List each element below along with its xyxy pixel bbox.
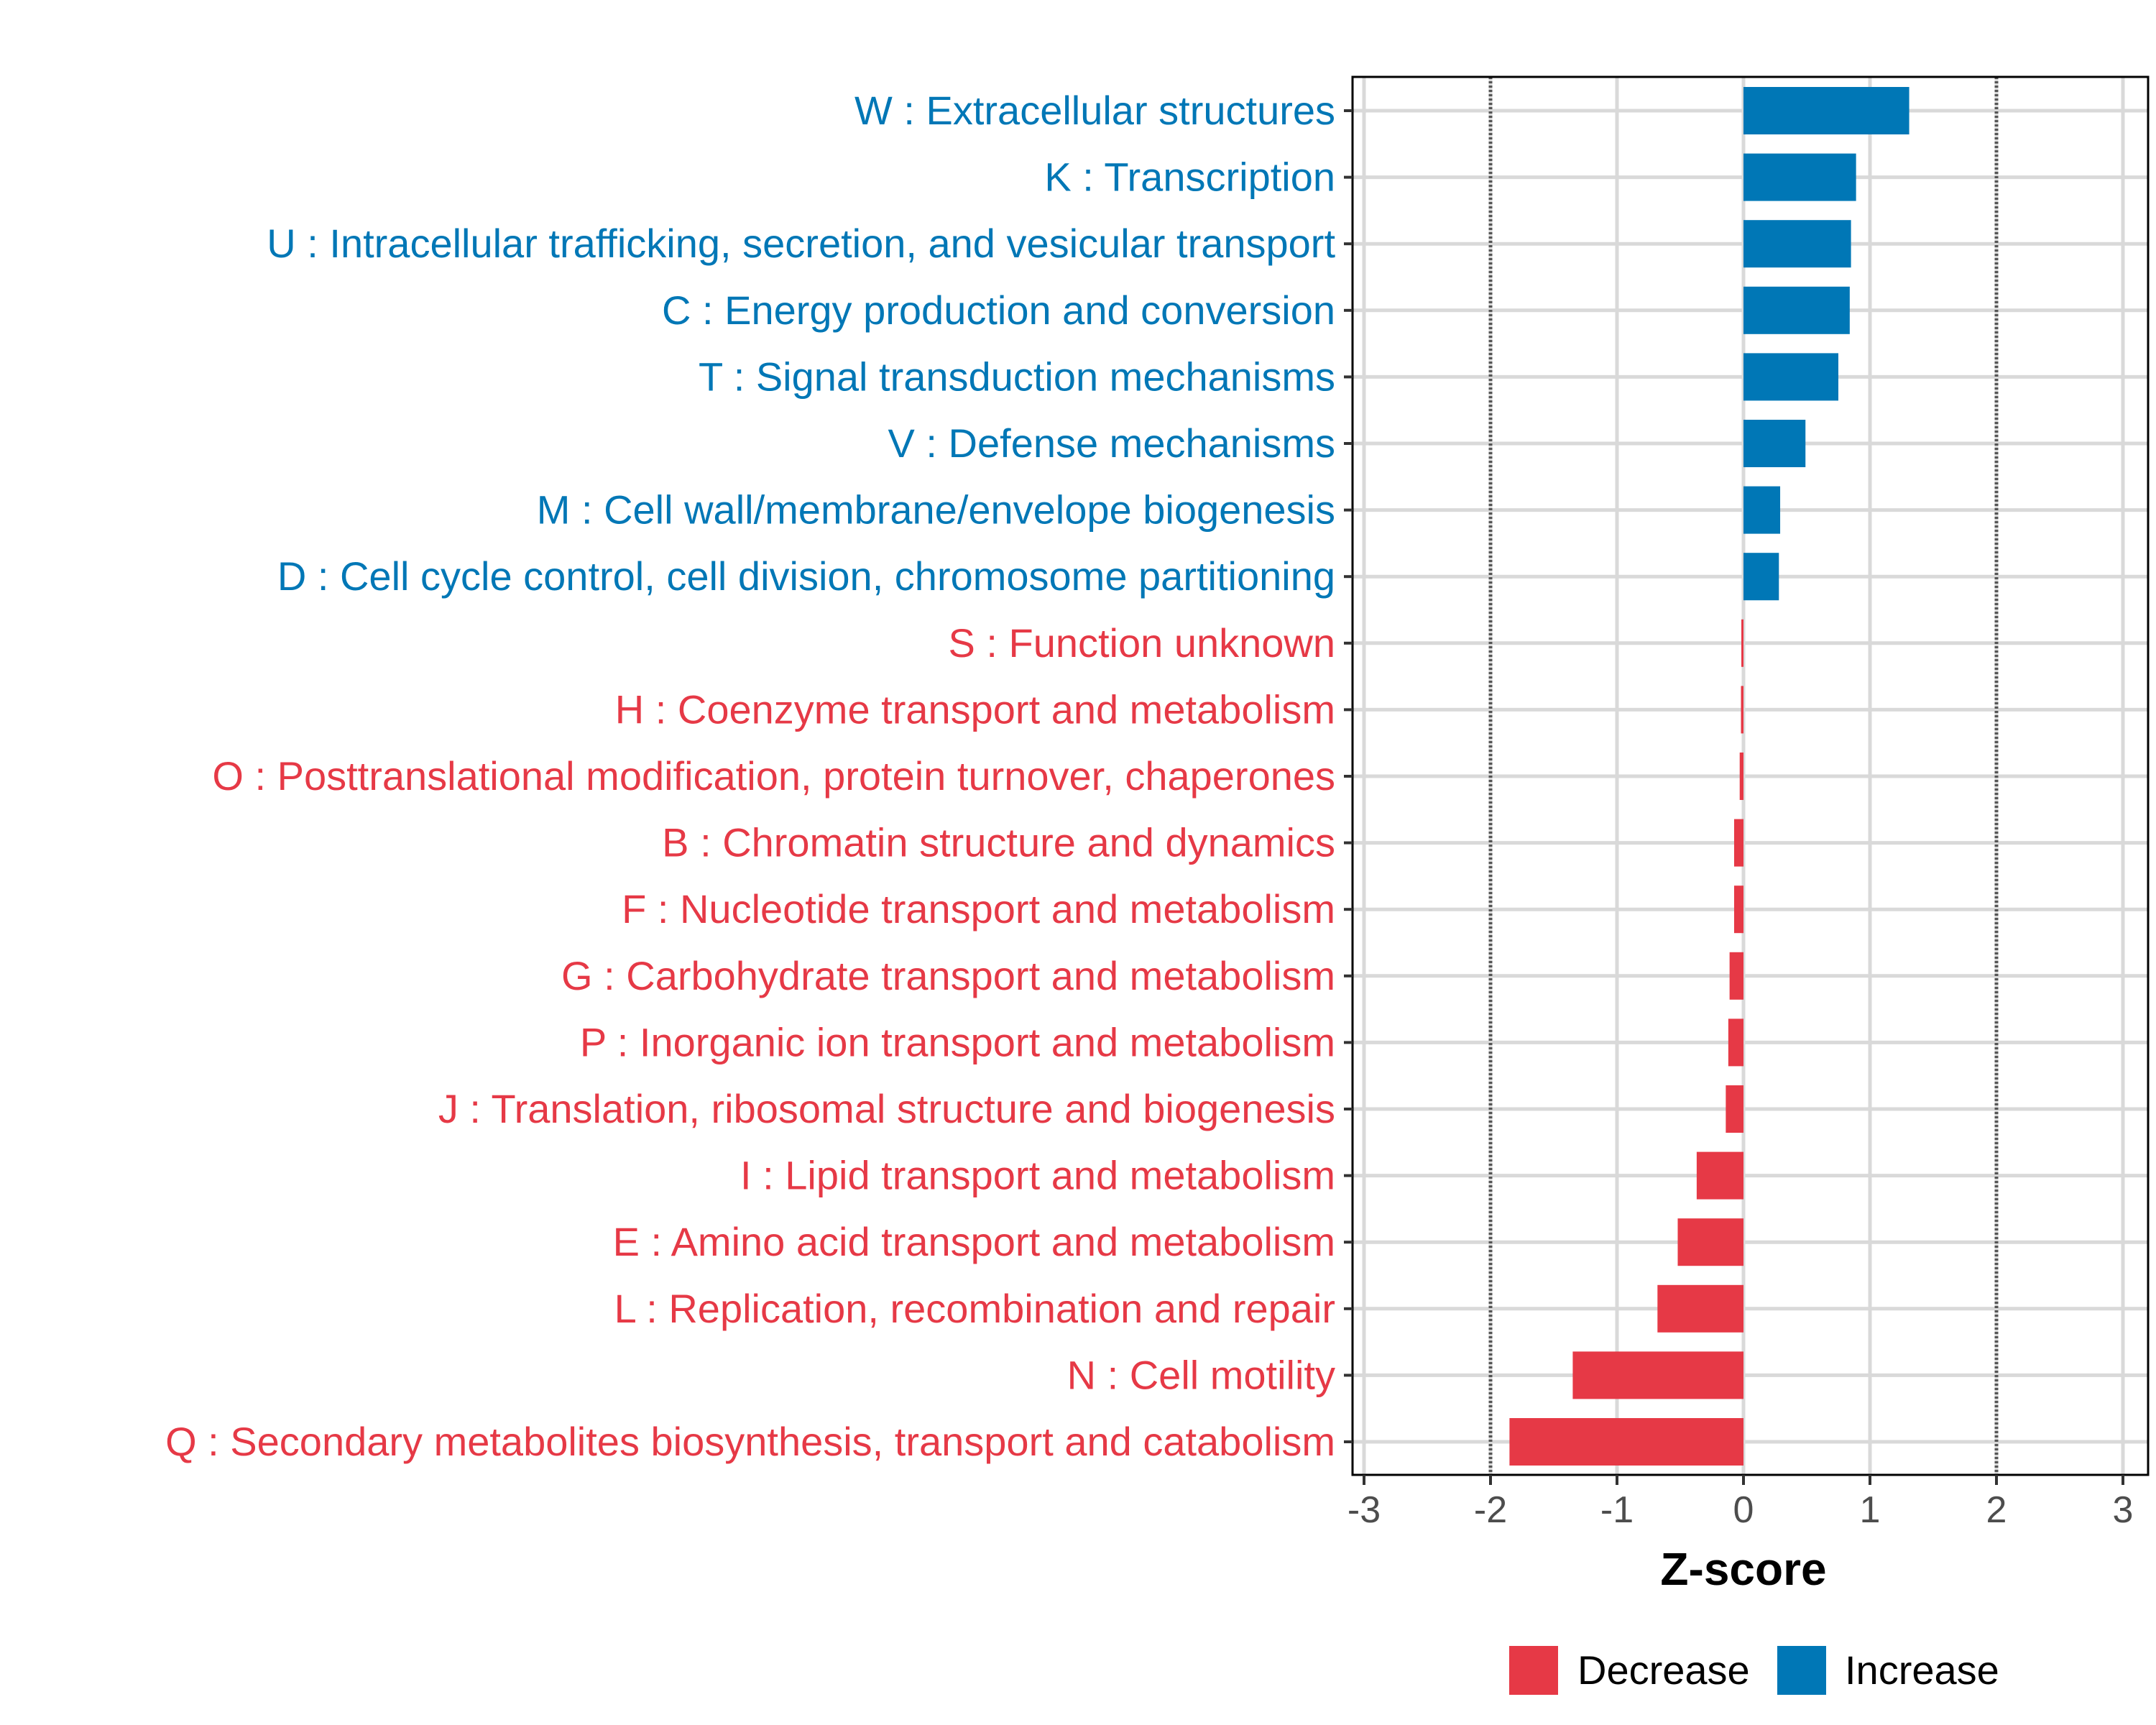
category-label: C : Energy production and conversion (662, 288, 1335, 333)
category-label: E : Amino acid transport and metabolism (613, 1219, 1335, 1264)
category-label: W : Extracellular structures (854, 88, 1335, 133)
category-label: V : Defense mechanisms (888, 420, 1335, 466)
legend: Decrease Increase (1509, 1646, 1999, 1695)
x-axis-labels: -3 -2 -1 0 1 2 3 (1348, 1489, 2134, 1531)
category-label: B : Chromatin structure and dynamics (662, 820, 1335, 865)
y-axis-labels: W : Extracellular structures K : Transcri… (165, 88, 1335, 1464)
bar (1572, 1351, 1743, 1399)
bar (1657, 1284, 1743, 1333)
x-tick-label: -3 (1348, 1489, 1381, 1531)
reference-lines (1488, 77, 1999, 1475)
x-tick-label: -2 (1474, 1489, 1507, 1531)
y-axis-ticks (1344, 109, 1353, 1443)
bar (1743, 420, 1806, 467)
bar (1741, 686, 1743, 734)
category-label: U : Intracellular trafficking, secretion… (267, 221, 1335, 266)
bar (1729, 952, 1743, 1000)
category-label: P : Inorganic ion transport and metaboli… (580, 1019, 1335, 1064)
x-axis-title: Z-score (1660, 1543, 1826, 1595)
bar (1743, 553, 1779, 601)
bar (1733, 819, 1743, 867)
bar (1743, 486, 1781, 534)
x-tick-label: 2 (1986, 1489, 2007, 1531)
legend-swatch-increase (1777, 1646, 1826, 1695)
category-label: L : Replication, recombination and repai… (614, 1286, 1335, 1331)
bars (1509, 87, 1909, 1466)
x-tick-label: 0 (1733, 1489, 1754, 1531)
bar (1728, 1018, 1743, 1067)
category-label: Q : Secondary metabolites biosynthesis, … (165, 1419, 1335, 1464)
category-label: H : Coenzyme transport and metabolism (615, 686, 1335, 732)
bar (1696, 1151, 1743, 1200)
category-label: G : Carbohydrate transport and metabolis… (561, 953, 1335, 998)
category-label: I : Lipid transport and metabolism (740, 1153, 1335, 1198)
bar (1726, 1085, 1743, 1133)
x-tick-label: 3 (2113, 1489, 2134, 1531)
bar (1743, 286, 1850, 334)
category-label: K : Transcription (1044, 155, 1335, 200)
bar (1743, 353, 1838, 401)
x-axis-ticks (1363, 1475, 2124, 1485)
legend-swatch-decrease (1509, 1646, 1558, 1695)
bar (1677, 1218, 1743, 1266)
legend-label-decrease: Decrease (1577, 1647, 1750, 1693)
category-label: S : Function unknown (948, 620, 1335, 666)
bar (1739, 753, 1743, 800)
legend-label-increase: Increase (1845, 1647, 1999, 1693)
x-tick-label: 1 (1860, 1489, 1881, 1531)
category-label: O : Posttranslational modification, prot… (212, 753, 1335, 799)
category-label: N : Cell motility (1067, 1352, 1335, 1397)
gridlines (1353, 77, 2148, 1475)
bar (1733, 886, 1743, 934)
category-label: M : Cell wall/membrane/envelope biogenes… (537, 487, 1335, 533)
bar (1743, 153, 1856, 201)
x-tick-label: -1 (1600, 1489, 1634, 1531)
category-label: D : Cell cycle control, cell division, c… (277, 553, 1335, 599)
bar (1743, 220, 1851, 268)
bar (1743, 87, 1909, 134)
category-label: F : Nucleotide transport and metabolism (622, 886, 1335, 932)
category-label: J : Translation, ribosomal structure and… (438, 1086, 1335, 1131)
bar (1509, 1418, 1743, 1466)
category-label: T : Signal transduction mechanisms (699, 354, 1335, 399)
bar (1741, 619, 1743, 667)
